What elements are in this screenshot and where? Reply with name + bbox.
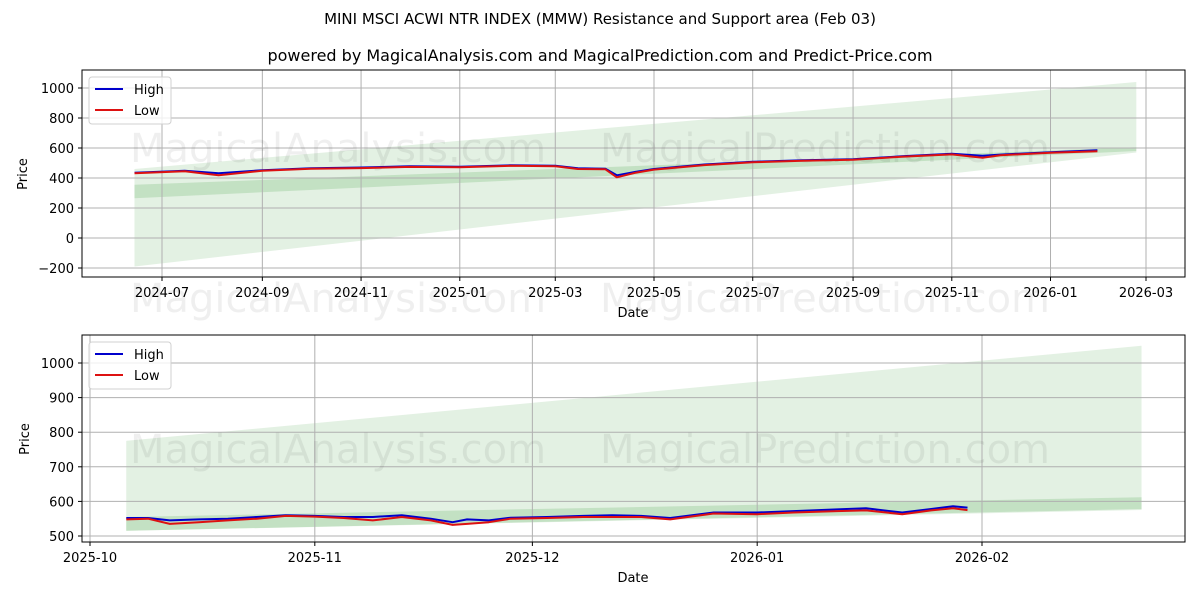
bottom-legend: High Low: [88, 341, 172, 390]
top-y-axis: −200 0 200 400 600 800 1000: [38, 82, 82, 277]
watermark-magicalprediction-2: MagicalPrediction.com: [600, 276, 1050, 322]
x-tick-label: 2025-09: [826, 286, 880, 301]
x-tick-label: 2025-11: [288, 551, 342, 566]
y-tick-label: 1000: [41, 82, 74, 97]
bottom-y-axis-label: Price: [18, 423, 33, 455]
y-tick-label: −200: [38, 262, 74, 277]
top-support-resistance-bands: [134, 82, 1137, 267]
top-y-axis-label: Price: [16, 158, 31, 190]
x-tick-label: 2024-11: [334, 286, 388, 301]
x-tick-label: 2025-11: [925, 286, 979, 301]
y-tick-label: 800: [49, 112, 74, 127]
y-tick-label: 1000: [41, 357, 74, 372]
top-chart: MagicalAnalysis.com MagicalPrediction.co…: [16, 69, 1186, 322]
x-tick-label: 2025-01: [433, 286, 487, 301]
top-axes-frame: [81, 69, 1186, 278]
legend-high-label: High: [134, 83, 164, 98]
top-x-axis: 2024-07 2024-09 2024-11 2025-01 2025-03 2025-…: [135, 277, 1173, 301]
x-tick-label: 2024-07: [135, 286, 189, 301]
x-tick-label: 2025-03: [528, 286, 582, 301]
legend-low-label: Low: [134, 369, 160, 384]
chart-subtitle: powered by MagicalAnalysis.com and Magic…: [267, 46, 933, 65]
low-price-line: [134, 150, 1098, 179]
x-tick-label: 2024-09: [235, 286, 289, 301]
watermark-magicalprediction: MagicalPrediction.com: [600, 126, 1050, 172]
y-tick-label: 700: [49, 461, 74, 476]
bottom-gridlines: [82, 335, 1185, 542]
x-tick-label: 2026-01: [730, 551, 784, 566]
bottom-y-axis: 500 600 700 800 900 1000: [41, 357, 82, 545]
band-0: [126, 345, 1142, 531]
top-price-lines: [134, 149, 1098, 179]
watermark-magicalanalysis-2: MagicalAnalysis.com: [130, 276, 546, 322]
high-price-line: [126, 505, 968, 524]
y-tick-label: 500: [49, 530, 74, 545]
x-tick-label: 2025-07: [726, 286, 780, 301]
watermark-magicalanalysis-3: MagicalAnalysis.com: [130, 427, 546, 473]
y-tick-label: 200: [49, 202, 74, 217]
bottom-x-axis-label: Date: [617, 571, 648, 586]
x-tick-label: 2026-01: [1023, 286, 1077, 301]
band-1: [126, 497, 1142, 531]
top-x-axis-label: Date: [617, 306, 648, 321]
watermark-magicalanalysis: MagicalAnalysis.com: [130, 126, 546, 172]
x-tick-label: 2025-10: [63, 551, 117, 566]
bottom-chart: MagicalAnalysis.com MagicalPrediction.co…: [18, 334, 1186, 586]
y-tick-label: 400: [49, 172, 74, 187]
x-tick-label: 2026-03: [1119, 286, 1173, 301]
x-tick-label: 2026-02: [955, 551, 1009, 566]
legend-low-label: Low: [134, 104, 160, 119]
y-tick-label: 600: [49, 142, 74, 157]
bottom-axes-frame: [81, 334, 1186, 543]
bottom-price-lines: [126, 505, 968, 526]
y-tick-label: 600: [49, 495, 74, 510]
legend-high-label: High: [134, 348, 164, 363]
bottom-support-resistance-bands: [126, 345, 1142, 531]
bottom-x-axis: 2025-10 2025-11 2025-12 2026-01 2026-02: [63, 542, 1009, 566]
chart-title: MINI MSCI ACWI NTR INDEX (MMW) Resistanc…: [324, 10, 876, 28]
watermark-magicalprediction-3: MagicalPrediction.com: [600, 427, 1050, 473]
y-tick-label: 900: [49, 392, 74, 407]
top-legend: High Low: [88, 76, 172, 125]
y-tick-label: 800: [49, 426, 74, 441]
x-tick-label: 2025-12: [505, 551, 559, 566]
y-tick-label: 0: [66, 232, 74, 247]
x-tick-label: 2025-05: [627, 286, 681, 301]
low-price-line: [126, 507, 968, 526]
